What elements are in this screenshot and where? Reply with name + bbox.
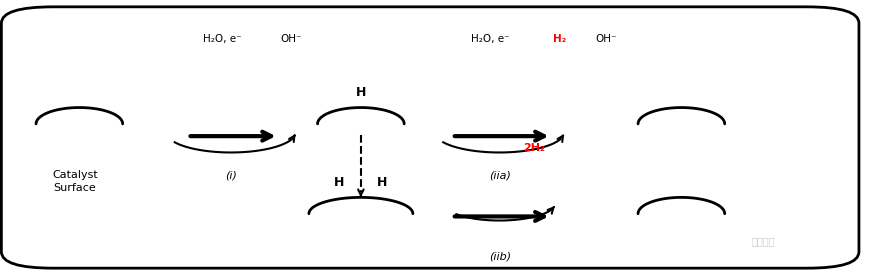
Text: Catalyst
Surface: Catalyst Surface (52, 170, 98, 193)
Text: H₂O, e⁻: H₂O, e⁻ (203, 34, 242, 44)
Text: (iia): (iia) (489, 170, 511, 180)
Text: OH⁻: OH⁻ (281, 34, 302, 44)
Text: H₂: H₂ (554, 34, 567, 44)
Text: H: H (334, 176, 344, 189)
Text: 氢眼所见: 氢眼所见 (752, 236, 775, 246)
Text: 2H₂: 2H₂ (523, 143, 545, 153)
Text: (iib): (iib) (489, 252, 511, 262)
Text: OH⁻: OH⁻ (595, 34, 617, 44)
Text: H: H (355, 86, 366, 99)
Text: H₂O, e⁻: H₂O, e⁻ (472, 34, 510, 44)
FancyBboxPatch shape (2, 7, 859, 268)
Text: H: H (377, 176, 388, 189)
Text: (i): (i) (225, 170, 237, 180)
